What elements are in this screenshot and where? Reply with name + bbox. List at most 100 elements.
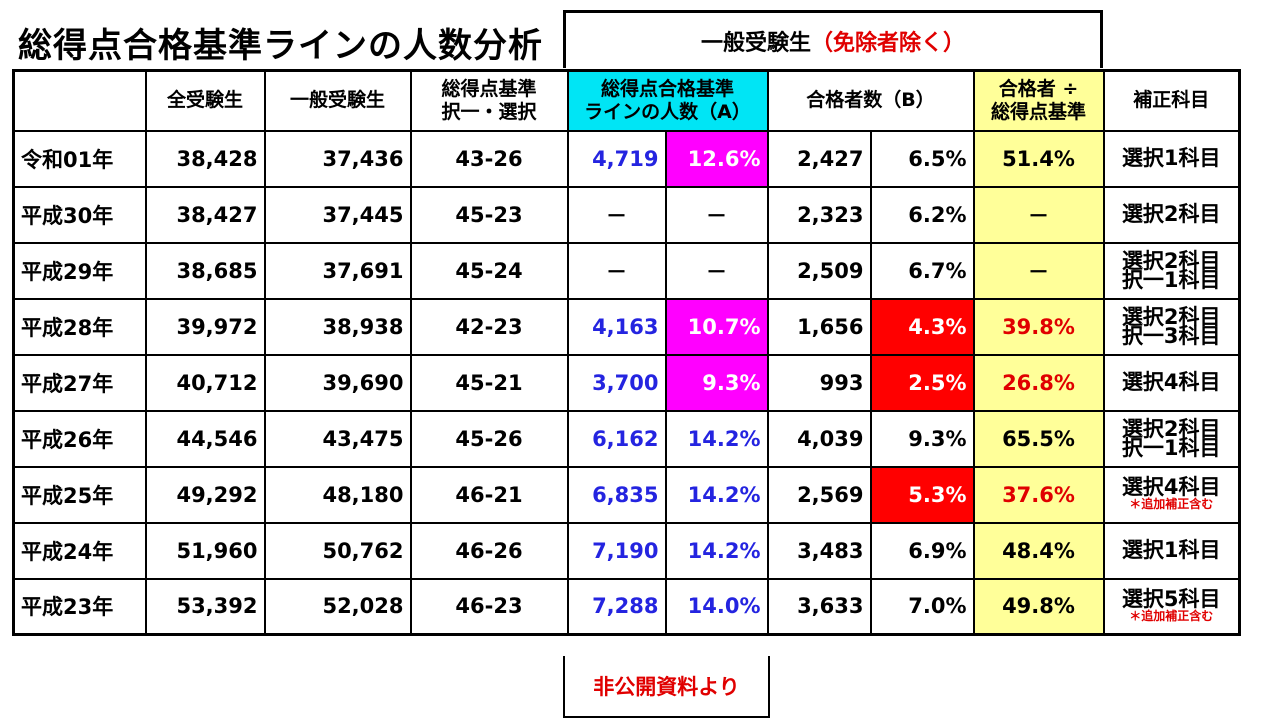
- cell-line: 46-23: [409, 577, 569, 636]
- table-row: 平成29年 38,685 37,691 45-24 －－ 2,509 6.7% －選択2科目択…: [12, 241, 1241, 300]
- cell-ratio: 48.4%: [972, 521, 1105, 580]
- cell-all: 38,685: [144, 241, 266, 300]
- cell-subject: 選択2科目 択一1科目: [1102, 409, 1241, 468]
- cell-line: 45-23: [409, 185, 569, 244]
- cell-a-pct: 14.2%: [664, 521, 769, 580]
- cell-all: 44,546: [144, 409, 266, 468]
- cell-a: 6,835: [566, 465, 667, 524]
- cell-ratio: 65.5%: [972, 409, 1105, 468]
- subject-line-1: 選択4科目: [1121, 370, 1221, 394]
- cell-a: 3,700: [566, 353, 667, 412]
- cell-year: 平成25年: [12, 465, 147, 524]
- cell-b: 2,427: [766, 129, 872, 188]
- cell-b: 4,039: [766, 409, 872, 468]
- cell-line: 45-24: [409, 241, 569, 300]
- cell-all: 49,292: [144, 465, 266, 524]
- cell-b: 1,656: [766, 297, 872, 356]
- cell-year: 令和01年: [12, 129, 147, 188]
- table-row: 平成24年 51,960 50,762 46-26 7,190 14.2% 3,483 6.9…: [12, 521, 1241, 580]
- table-row: 平成26年 44,546 43,475 45-26 6,162 14.2% 4,039 9.3…: [12, 409, 1241, 468]
- cell-a: 7,288: [566, 577, 667, 636]
- cell-subject: 選択4科目 ＊追加補正含む: [1102, 465, 1241, 524]
- cell-a: －: [566, 185, 667, 244]
- cell-a-pct: 12.6%: [664, 129, 769, 188]
- cell-b: 2,569: [766, 465, 872, 524]
- cell-a-pct: 10.7%: [664, 297, 769, 356]
- subject-line-1: 選択2科目: [1121, 202, 1221, 226]
- cell-general: 50,762: [263, 521, 412, 580]
- subject-line-1: 選択1科目: [1121, 538, 1221, 562]
- cell-b-pct: 6.9%: [869, 521, 975, 580]
- cell-year: 平成24年: [12, 521, 147, 580]
- cell-year: 平成30年: [12, 185, 147, 244]
- cell-ratio: －: [972, 241, 1105, 300]
- cell-b-pct: 6.2%: [869, 185, 975, 244]
- header-year: [12, 69, 147, 132]
- cell-line: 45-21: [409, 353, 569, 412]
- cell-general: 39,690: [263, 353, 412, 412]
- cell-subject: 選択1科目: [1102, 521, 1241, 580]
- cell-line: 43-26: [409, 129, 569, 188]
- cell-general: 38,938: [263, 297, 412, 356]
- cell-year: 平成23年: [12, 577, 147, 636]
- subject-note: ＊追加補正含む: [1129, 497, 1214, 511]
- header-ratio: 合格者 ÷ 総得点基準: [972, 69, 1105, 132]
- cell-b: 3,483: [766, 521, 872, 580]
- page-title: 総得点合格基準ラインの人数分析: [18, 26, 543, 66]
- cell-b-pct: 6.5%: [869, 129, 975, 188]
- header-row: 全受験生 一般受験生 総得点基準 択一・選択 総得点合格基準 ラインの人数（A） 合…: [12, 69, 1241, 132]
- cell-subject: 選択2科目 択一3科目: [1102, 297, 1241, 356]
- cell-ratio: 49.8%: [972, 577, 1105, 636]
- cell-b-pct: 6.7%: [869, 241, 975, 300]
- cell-a: 4,719: [566, 129, 667, 188]
- cell-a-pct: 9.3%: [664, 353, 769, 412]
- group-banner: 一般受験生 （免除者除く）: [563, 10, 1103, 68]
- banner-main: 一般受験生: [700, 30, 811, 56]
- cell-b-pct: 9.3%: [869, 409, 975, 468]
- cell-line: 42-23: [409, 297, 569, 356]
- subject-line-1: 選択5科目: [1121, 586, 1221, 611]
- cell-subject: 選択5科目 ＊追加補正含む: [1102, 577, 1241, 636]
- cell-ratio: 37.6%: [972, 465, 1105, 524]
- cell-ratio: 39.8%: [972, 297, 1105, 356]
- header-general: 一般受験生: [263, 69, 412, 132]
- subject-line-2: 択一1科目: [1121, 435, 1221, 460]
- subject-line-1: 選択1科目: [1121, 146, 1221, 170]
- cell-subject: 選択4科目: [1102, 353, 1241, 412]
- header-subject: 補正科目: [1102, 69, 1241, 132]
- subject-line-2: 択一1科目: [1121, 267, 1221, 292]
- cell-all: 53,392: [144, 577, 266, 636]
- cell-all: 40,712: [144, 353, 266, 412]
- cell-b-pct: 5.3%: [869, 465, 975, 524]
- header-b: 合格者数（B）: [766, 69, 975, 132]
- cell-general: 43,475: [263, 409, 412, 468]
- cell-year: 平成27年: [12, 353, 147, 412]
- cell-b-pct: 4.3%: [869, 297, 975, 356]
- header-line: 総得点基準 択一・選択: [409, 69, 569, 132]
- cell-general: 52,028: [263, 577, 412, 636]
- cell-a-pct: 14.2%: [664, 409, 769, 468]
- cell-a-pct: －: [664, 185, 769, 244]
- cell-subject: 選択1科目: [1102, 129, 1241, 188]
- subject-line-1: 選択2科目: [1121, 304, 1221, 329]
- cell-general: 48,180: [263, 465, 412, 524]
- banner-note: （免除者除く）: [811, 30, 966, 56]
- subject-note: ＊追加補正含む: [1129, 608, 1214, 623]
- cell-subject: 選択2科目 択一1科目: [1102, 241, 1241, 300]
- cell-all: 38,427: [144, 185, 266, 244]
- cell-line: 46-26: [409, 521, 569, 580]
- table-row: 令和01年 38,428 37,436 43-26 4,719 12.6% 2,427 6.5…: [12, 129, 1241, 188]
- header-a: 総得点合格基準 ラインの人数（A）: [566, 69, 769, 132]
- cell-a-pct: 14.2%: [664, 465, 769, 524]
- cell-line: 46-21: [409, 465, 569, 524]
- cell-a: 6,162: [566, 409, 667, 468]
- subject-line-1: 選択2科目: [1121, 248, 1221, 273]
- cell-ratio: －: [972, 185, 1105, 244]
- cell-line: 45-26: [409, 409, 569, 468]
- cell-a: 7,190: [566, 521, 667, 580]
- cell-all: 39,972: [144, 297, 266, 356]
- cell-year: 平成28年: [12, 297, 147, 356]
- subject-line-1: 選択2科目: [1121, 416, 1221, 441]
- cell-a: －: [566, 241, 667, 300]
- cell-b: 2,509: [766, 241, 872, 300]
